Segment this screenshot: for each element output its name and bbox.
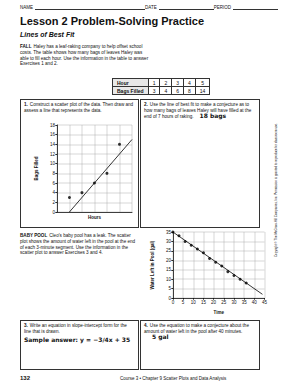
svg-text:Hours: Hours bbox=[88, 215, 101, 220]
svg-text:35: 35 bbox=[166, 230, 172, 235]
svg-text:16: 16 bbox=[50, 132, 56, 137]
html-text:3. Write an equation in slope-: 3. Write an equation in slope-intercept … bbox=[24, 323, 127, 334]
html-text:18 bags: 18 bags bbox=[199, 112, 227, 120]
html-text:Course 3 • Chapter 9 Scatter P: Course 3 • Chapter 9 Scatter Plots and D… bbox=[120, 376, 227, 381]
svg-text:6: 6 bbox=[52, 181, 55, 186]
svg-text:Bags Filled: Bags Filled bbox=[34, 156, 39, 180]
html-text:FALL Haley has a leaf-raking c: FALL Haley has a leaf-raking company to … bbox=[20, 44, 149, 67]
svg-text:10: 10 bbox=[166, 277, 172, 282]
svg-text:10: 10 bbox=[50, 161, 56, 166]
html-text:2: 2 bbox=[164, 79, 168, 86]
html-text:3: 3 bbox=[152, 87, 156, 94]
html-text:Sample answer: y = −3/4x + 35: Sample answer: y = −3/4x + 35 bbox=[24, 336, 131, 344]
svg-text:30: 30 bbox=[231, 300, 237, 305]
svg-text:5: 5 bbox=[182, 300, 185, 305]
html-text:DATE: DATE bbox=[145, 5, 157, 10]
html-text:5: 5 bbox=[201, 79, 204, 86]
svg-text:15: 15 bbox=[166, 267, 172, 272]
html-text:132: 132 bbox=[20, 375, 30, 381]
svg-text:14: 14 bbox=[50, 142, 56, 147]
html-text:14: 14 bbox=[199, 87, 206, 94]
html-text:PERIOD: PERIOD bbox=[213, 5, 231, 10]
html-text:BABY POOL Cleo's baby pool has: BABY POOL Cleo's baby pool has a leak. T… bbox=[20, 233, 136, 256]
svg-text:0: 0 bbox=[168, 295, 171, 301]
html-text:Lines of Best Fit: Lines of Best Fit bbox=[20, 31, 75, 38]
svg-text:20: 20 bbox=[211, 300, 217, 305]
svg-text:18: 18 bbox=[50, 123, 56, 128]
svg-text:25: 25 bbox=[166, 248, 172, 253]
svg-text:30: 30 bbox=[166, 239, 172, 244]
html-text:6: 6 bbox=[176, 87, 179, 94]
html-text:2. Use the line of best fit to: 2. Use the line of best fit to make a co… bbox=[144, 102, 252, 120]
html-text:Copyright © The McGraw-Hill Co: Copyright © The McGraw-Hill Companies, I… bbox=[274, 122, 278, 258]
html-text:1. Construct a scatter plot of: 1. Construct a scatter plot of the data.… bbox=[24, 102, 134, 113]
svg-text:15: 15 bbox=[201, 300, 207, 305]
svg-text:Water Left in Pool (gal): Water Left in Pool (gal) bbox=[150, 240, 155, 289]
svg-text:45: 45 bbox=[262, 300, 268, 305]
html-text:3: 3 bbox=[176, 79, 179, 86]
svg-text:12: 12 bbox=[50, 152, 56, 157]
html-text:8: 8 bbox=[188, 87, 191, 94]
svg-text:10: 10 bbox=[191, 300, 197, 305]
html-text:Hour: Hour bbox=[117, 79, 129, 86]
svg-text:5: 5 bbox=[168, 286, 171, 291]
svg-text:35: 35 bbox=[242, 300, 248, 305]
html-text:4: 4 bbox=[188, 79, 191, 86]
html-text:Bags Filled: Bags Filled bbox=[117, 87, 144, 94]
html-text:5 gal: 5 gal bbox=[152, 333, 169, 341]
svg-text:40: 40 bbox=[252, 300, 258, 305]
svg-text:25: 25 bbox=[221, 300, 227, 305]
html-text:Lesson 2 Problem-Solving Pract: Lesson 2 Problem-Solving Practice bbox=[20, 15, 204, 27]
svg-text:4: 4 bbox=[52, 190, 55, 195]
html-text:4. Use the equation to make a: 4. Use the equation to make a conjecture… bbox=[144, 323, 249, 334]
svg-text:2: 2 bbox=[52, 200, 55, 205]
svg-text:20: 20 bbox=[166, 258, 172, 263]
svg-text:8: 8 bbox=[52, 171, 55, 176]
svg-text:0: 0 bbox=[52, 210, 55, 215]
svg-text:Time: Time bbox=[213, 310, 224, 315]
html-text:NAME: NAME bbox=[20, 5, 33, 10]
svg-text:0: 0 bbox=[172, 300, 175, 305]
html-text:1: 1 bbox=[152, 79, 156, 86]
html-text:4: 4 bbox=[164, 87, 168, 94]
